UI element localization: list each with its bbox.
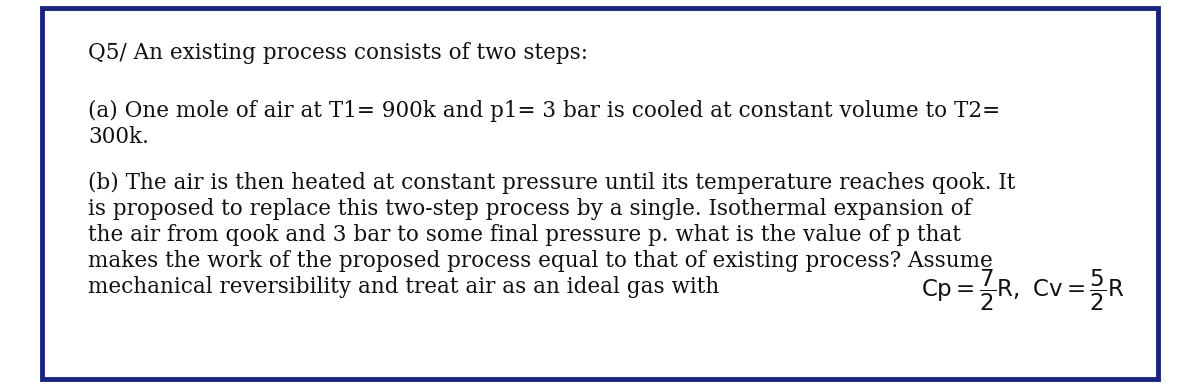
- Text: makes the work of the proposed process equal to that of existing process? Assume: makes the work of the proposed process e…: [88, 250, 992, 272]
- Text: (a) One mole of air at T1= 900k and p1= 3 bar is cooled at constant volume to T2: (a) One mole of air at T1= 900k and p1= …: [88, 100, 1000, 122]
- Text: Q5/ An existing process consists of two steps:: Q5/ An existing process consists of two …: [88, 42, 588, 64]
- Text: the air from qook and 3 bar to some final pressure p. what is the value of p tha: the air from qook and 3 bar to some fina…: [88, 224, 961, 246]
- Text: (b) The air is then heated at constant pressure until its temperature reaches qo: (b) The air is then heated at constant p…: [88, 172, 1015, 194]
- Text: mechanical reversibility and treat air as an ideal gas with: mechanical reversibility and treat air a…: [88, 276, 719, 298]
- Text: $\mathrm{Cp=\dfrac{7}{2}R,\ Cv=\dfrac{5}{2}R}$: $\mathrm{Cp=\dfrac{7}{2}R,\ Cv=\dfrac{5}…: [920, 268, 1123, 313]
- Text: is proposed to replace this two-step process by a single. Isothermal expansion o: is proposed to replace this two-step pro…: [88, 198, 972, 220]
- Text: 300k.: 300k.: [88, 126, 149, 148]
